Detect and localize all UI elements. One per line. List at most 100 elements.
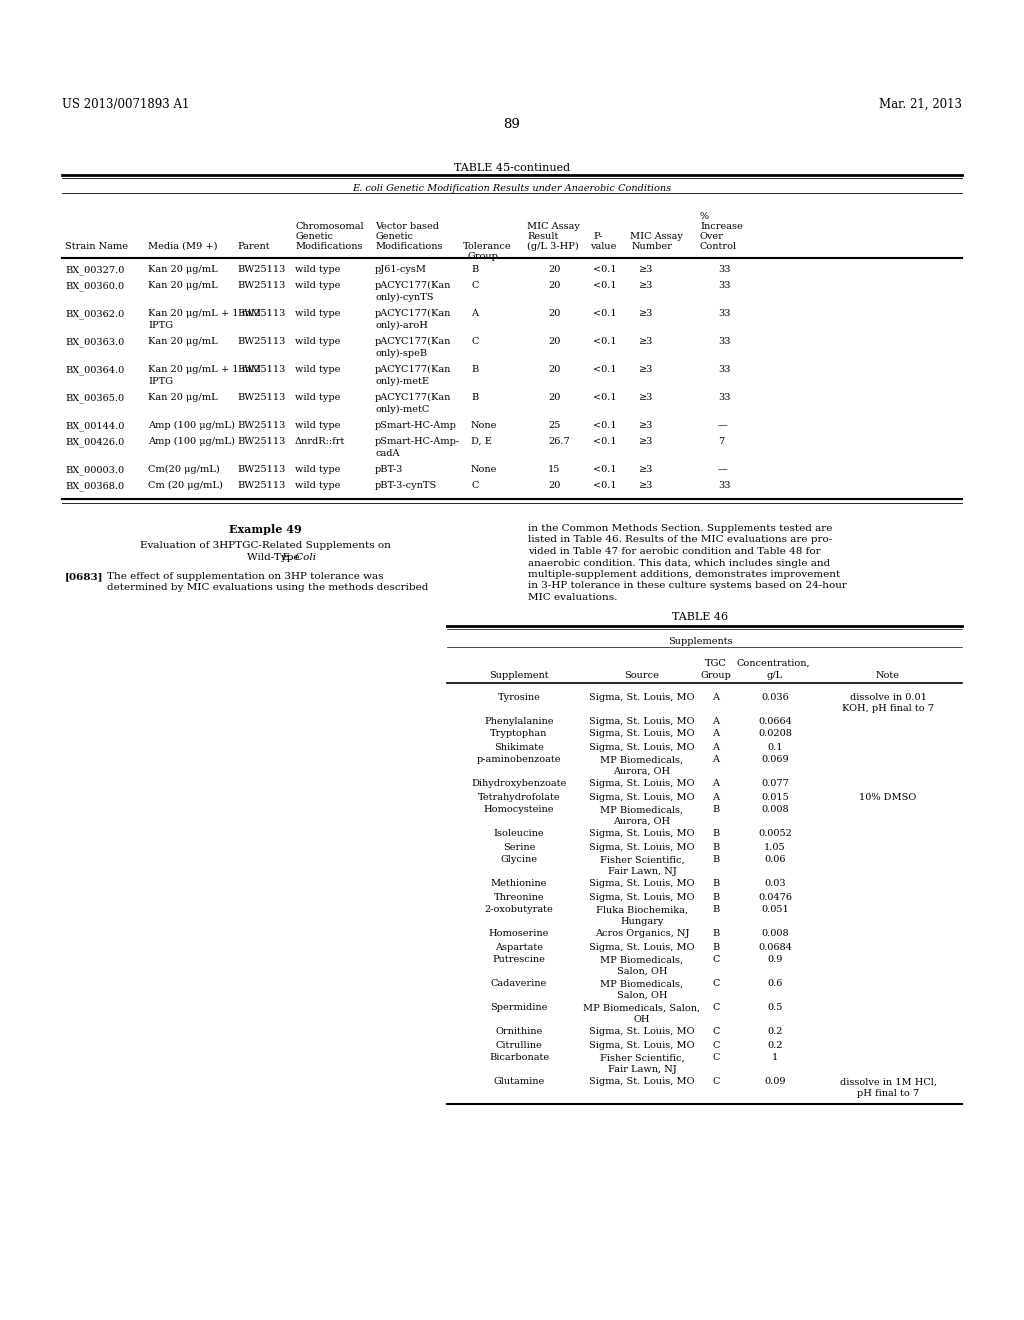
Text: <0.1: <0.1 <box>593 421 616 430</box>
Text: B: B <box>471 366 478 374</box>
Text: Over: Over <box>700 232 724 242</box>
Text: Homoserine: Homoserine <box>488 929 549 939</box>
Text: pACYC177(Kan: pACYC177(Kan <box>375 393 452 403</box>
Text: Sigma, St. Louis, MO: Sigma, St. Louis, MO <box>589 693 694 701</box>
Text: MP Biomedicals, Salon,: MP Biomedicals, Salon, <box>584 1003 700 1012</box>
Text: Spermidine: Spermidine <box>490 1003 548 1012</box>
Text: %: % <box>700 213 710 220</box>
Text: B: B <box>713 842 720 851</box>
Text: Kan 20 μg/mL: Kan 20 μg/mL <box>148 337 218 346</box>
Text: 0.2: 0.2 <box>767 1027 782 1036</box>
Text: pSmart-HC-Amp: pSmart-HC-Amp <box>375 421 457 430</box>
Text: C: C <box>713 1003 720 1012</box>
Text: 33: 33 <box>718 265 730 275</box>
Text: Ornithine: Ornithine <box>496 1027 543 1036</box>
Text: 10% DMSO: 10% DMSO <box>859 792 916 801</box>
Text: <0.1: <0.1 <box>593 309 616 318</box>
Text: Sigma, St. Louis, MO: Sigma, St. Louis, MO <box>589 1040 694 1049</box>
Text: Aurora, OH: Aurora, OH <box>613 767 671 776</box>
Text: 0.069: 0.069 <box>761 755 788 764</box>
Text: Note: Note <box>876 671 900 680</box>
Text: ≥3: ≥3 <box>639 480 653 490</box>
Text: 2-oxobutyrate: 2-oxobutyrate <box>484 906 553 915</box>
Text: B: B <box>471 265 478 275</box>
Text: pBT-3: pBT-3 <box>375 465 403 474</box>
Text: P-: P- <box>593 232 602 242</box>
Text: B: B <box>713 829 720 838</box>
Text: Group: Group <box>700 671 731 680</box>
Text: only)-speB: only)-speB <box>375 348 427 358</box>
Text: 0.6: 0.6 <box>767 979 782 989</box>
Text: 20: 20 <box>548 265 560 275</box>
Text: Sigma, St. Louis, MO: Sigma, St. Louis, MO <box>589 730 694 738</box>
Text: IPTG: IPTG <box>148 376 173 385</box>
Text: cadA: cadA <box>375 449 399 458</box>
Text: wild type: wild type <box>295 465 340 474</box>
Text: BX_00365.0: BX_00365.0 <box>65 393 124 403</box>
Text: wild type: wild type <box>295 265 340 275</box>
Text: BW25113: BW25113 <box>237 265 286 275</box>
Text: anaerobic condition. This data, which includes single and: anaerobic condition. This data, which in… <box>528 558 830 568</box>
Text: 0.008: 0.008 <box>761 805 788 814</box>
Text: pJ61-cysM: pJ61-cysM <box>375 265 427 275</box>
Text: ≥3: ≥3 <box>639 465 653 474</box>
Text: only)-cynTS: only)-cynTS <box>375 293 433 302</box>
Text: ≥3: ≥3 <box>639 437 653 446</box>
Text: Amp (100 μg/mL): Amp (100 μg/mL) <box>148 421 234 430</box>
Text: B: B <box>713 929 720 939</box>
Text: B: B <box>713 879 720 888</box>
Text: MIC Assay: MIC Assay <box>527 222 580 231</box>
Text: MP Biomedicals,: MP Biomedicals, <box>600 805 684 814</box>
Text: Kan 20 μg/mL + 1 mM: Kan 20 μg/mL + 1 mM <box>148 309 261 318</box>
Text: Sigma, St. Louis, MO: Sigma, St. Louis, MO <box>589 942 694 952</box>
Text: BX_00364.0: BX_00364.0 <box>65 366 124 375</box>
Text: Sigma, St. Louis, MO: Sigma, St. Louis, MO <box>589 717 694 726</box>
Text: MP Biomedicals,: MP Biomedicals, <box>600 979 684 989</box>
Text: 15: 15 <box>548 465 560 474</box>
Text: 1: 1 <box>772 1053 778 1063</box>
Text: 0.06: 0.06 <box>764 855 785 865</box>
Text: <0.1: <0.1 <box>593 366 616 374</box>
Text: BX_00363.0: BX_00363.0 <box>65 337 124 347</box>
Text: pACYC177(Kan: pACYC177(Kan <box>375 281 452 290</box>
Text: BW25113: BW25113 <box>237 437 286 446</box>
Text: Glutamine: Glutamine <box>494 1077 545 1086</box>
Text: C: C <box>713 1077 720 1086</box>
Text: pH final to 7: pH final to 7 <box>857 1089 920 1098</box>
Text: E. coli Genetic Modification Results under Anaerobic Conditions: E. coli Genetic Modification Results und… <box>352 183 672 193</box>
Text: wild type: wild type <box>295 421 340 430</box>
Text: Genetic: Genetic <box>375 232 413 242</box>
Text: C: C <box>713 979 720 989</box>
Text: 33: 33 <box>718 480 730 490</box>
Text: BW25113: BW25113 <box>237 480 286 490</box>
Text: Tolerance: Tolerance <box>463 242 512 251</box>
Text: Sigma, St. Louis, MO: Sigma, St. Louis, MO <box>589 892 694 902</box>
Text: Fisher Scientific,: Fisher Scientific, <box>600 1053 684 1063</box>
Text: BW25113: BW25113 <box>237 337 286 346</box>
Text: Fisher Scientific,: Fisher Scientific, <box>600 855 684 865</box>
Text: A: A <box>713 717 720 726</box>
Text: <0.1: <0.1 <box>593 437 616 446</box>
Text: 0.0684: 0.0684 <box>758 942 792 952</box>
Text: <0.1: <0.1 <box>593 480 616 490</box>
Text: ≥3: ≥3 <box>639 281 653 290</box>
Text: Evaluation of 3HPTGC-Related Supplements on: Evaluation of 3HPTGC-Related Supplements… <box>139 541 390 550</box>
Text: Cadaverine: Cadaverine <box>490 979 547 989</box>
Text: Strain Name: Strain Name <box>65 242 128 251</box>
Text: Mar. 21, 2013: Mar. 21, 2013 <box>879 98 962 111</box>
Text: KOH, pH final to 7: KOH, pH final to 7 <box>842 704 934 713</box>
Text: C: C <box>713 1027 720 1036</box>
Text: Acros Organics, NJ: Acros Organics, NJ <box>595 929 689 939</box>
Text: A: A <box>713 730 720 738</box>
Text: Number: Number <box>632 242 673 251</box>
Text: listed in Table 46. Results of the MIC evaluations are pro-: listed in Table 46. Results of the MIC e… <box>528 536 833 544</box>
Text: <0.1: <0.1 <box>593 465 616 474</box>
Text: 0.03: 0.03 <box>764 879 785 888</box>
Text: —: — <box>718 421 728 430</box>
Text: B: B <box>713 906 720 915</box>
Text: pBT-3-cynTS: pBT-3-cynTS <box>375 480 437 490</box>
Text: D, E: D, E <box>471 437 492 446</box>
Text: BX_00368.0: BX_00368.0 <box>65 480 124 491</box>
Text: A: A <box>713 755 720 764</box>
Text: vided in Table 47 for aerobic condition and Table 48 for: vided in Table 47 for aerobic condition … <box>528 546 820 556</box>
